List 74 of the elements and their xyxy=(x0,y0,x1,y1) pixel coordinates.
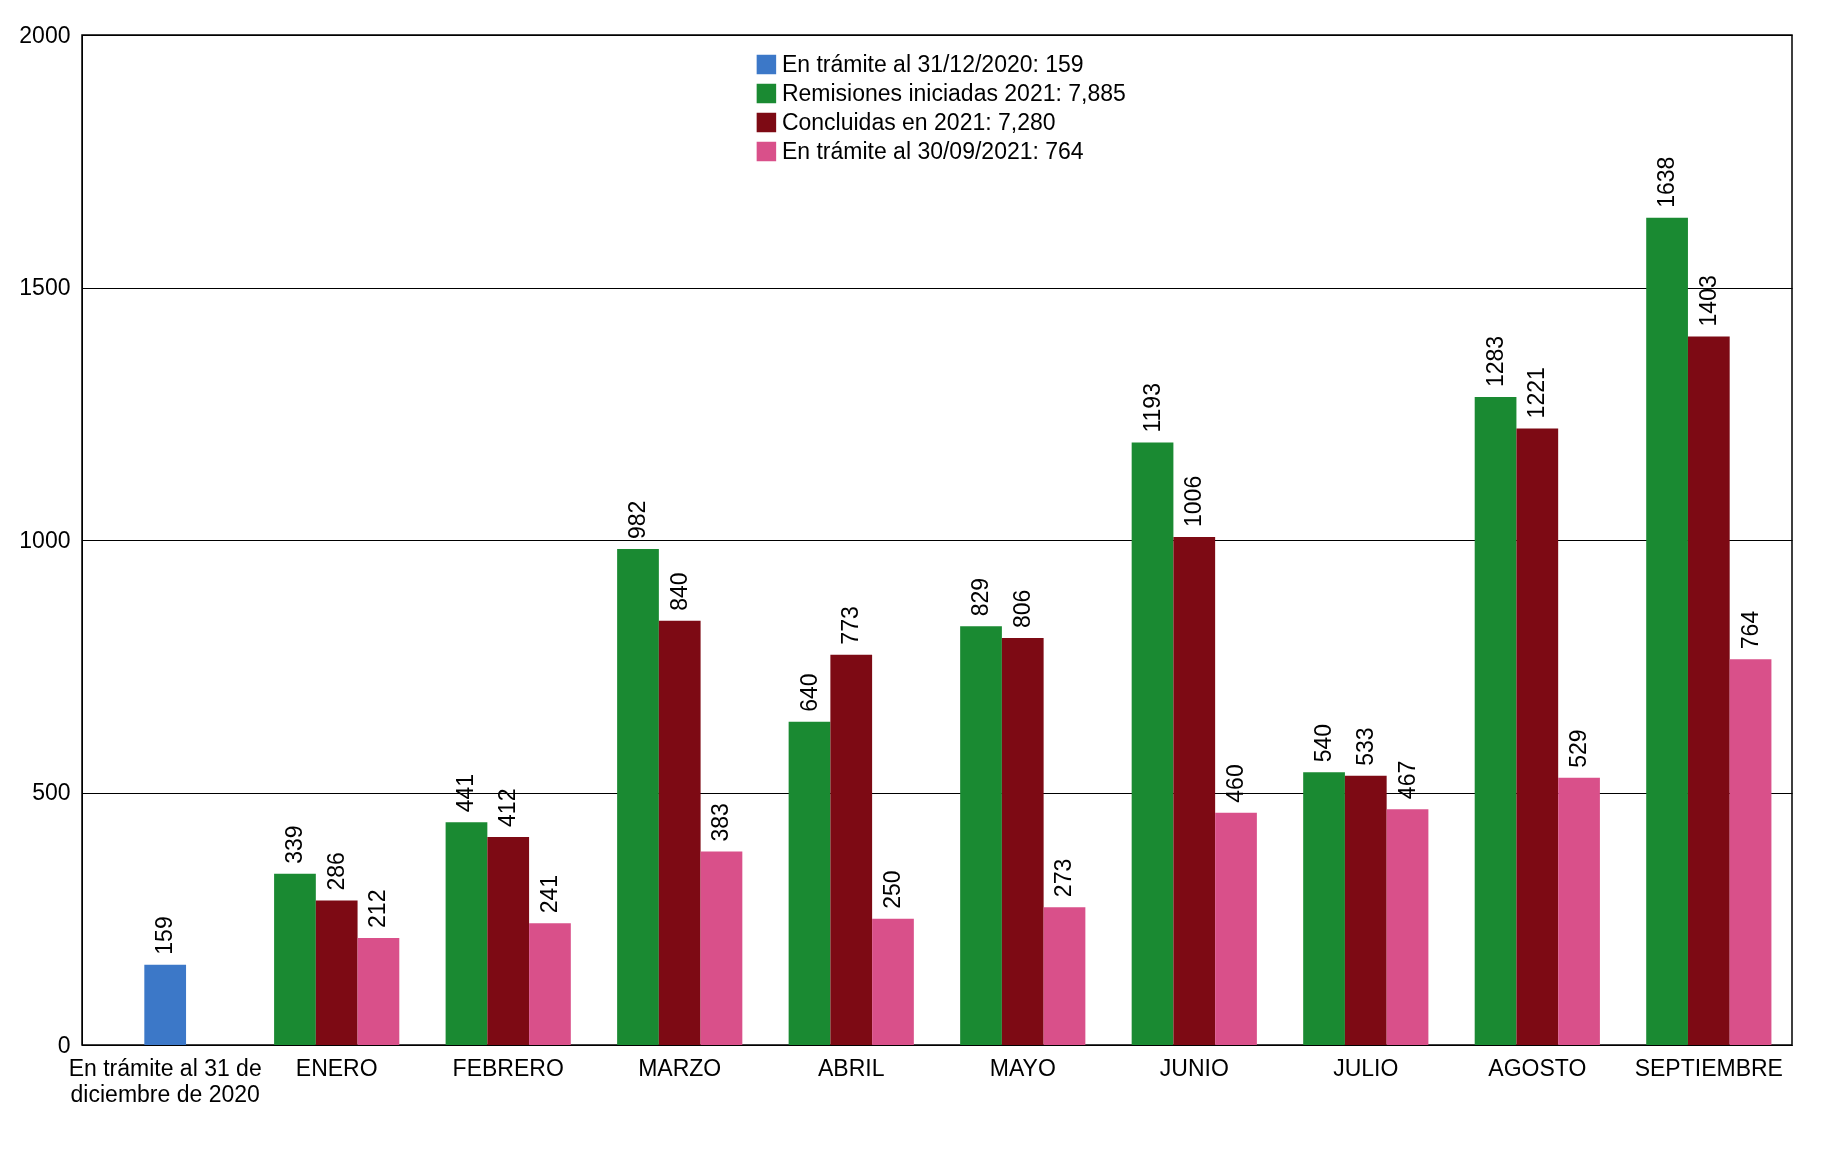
data-label: 529 xyxy=(1565,729,1592,768)
data-label: 764 xyxy=(1736,610,1763,650)
x-tick-label: ENERO xyxy=(295,1054,378,1081)
bar xyxy=(274,873,316,1045)
x-tick-label: AGOSTO xyxy=(1488,1054,1587,1081)
x-tick-label: SEPTIEMBRE xyxy=(1634,1054,1783,1081)
data-label: 241 xyxy=(535,874,562,914)
legend-label: Remisiones iniciadas 2021: 7,885 xyxy=(781,79,1126,106)
bar xyxy=(788,721,831,1045)
data-label: 286 xyxy=(322,852,349,891)
bar xyxy=(1386,809,1429,1045)
bar xyxy=(700,851,743,1045)
bar xyxy=(1303,772,1345,1045)
data-label: 1006 xyxy=(1180,475,1207,527)
bar xyxy=(529,923,571,1045)
data-label: 212 xyxy=(364,889,391,928)
data-label: 982 xyxy=(623,500,650,540)
bar xyxy=(1131,442,1174,1045)
y-tick-label: 0 xyxy=(57,1031,71,1058)
bar xyxy=(1646,217,1688,1045)
data-label: 773 xyxy=(837,606,864,645)
bar xyxy=(960,626,1002,1045)
bar xyxy=(1516,428,1559,1045)
data-label: 159 xyxy=(151,916,178,955)
legend-label: En trámite al 30/09/2021: 764 xyxy=(781,137,1084,164)
bar xyxy=(1474,397,1517,1045)
bar xyxy=(144,964,187,1045)
x-tick-label: ABRIL xyxy=(818,1054,885,1081)
bar xyxy=(1687,336,1730,1045)
y-tick-label: 1000 xyxy=(19,526,71,553)
bar xyxy=(1215,812,1257,1045)
bar xyxy=(1001,637,1044,1045)
bar xyxy=(445,822,488,1045)
bar xyxy=(357,937,400,1045)
x-tick-label: FEBRERO xyxy=(452,1054,564,1081)
x-tick-label: JUNIO xyxy=(1159,1054,1229,1081)
bar xyxy=(1043,907,1086,1045)
legend-label: Concluidas en 2021: 7,280 xyxy=(781,108,1056,135)
bar xyxy=(315,900,358,1045)
data-label: 829 xyxy=(967,577,994,617)
bar xyxy=(1173,536,1216,1045)
legend-label: En trámite al 31/12/2020: 159 xyxy=(781,50,1084,77)
data-label: 1221 xyxy=(1523,367,1550,419)
data-label: 412 xyxy=(494,788,521,827)
bar xyxy=(1729,659,1772,1045)
x-tick-label: MAYO xyxy=(989,1054,1056,1081)
data-label: 273 xyxy=(1050,858,1077,898)
x-tick-label: JULIO xyxy=(1333,1054,1399,1081)
y-tick-label: 500 xyxy=(32,779,71,805)
data-label: 1193 xyxy=(1138,383,1165,433)
bar xyxy=(1344,775,1387,1045)
x-tick-label: En trámite al 31 de diciembre de 2020 xyxy=(68,1054,262,1107)
y-tick-label: 1500 xyxy=(19,274,71,300)
bar xyxy=(1558,777,1600,1045)
data-label: 640 xyxy=(795,673,822,712)
data-label: 441 xyxy=(452,773,479,813)
data-label: 540 xyxy=(1310,723,1337,763)
data-label: 467 xyxy=(1393,760,1420,800)
data-label: 383 xyxy=(707,803,734,842)
data-label: 250 xyxy=(878,870,905,909)
bar xyxy=(617,549,659,1045)
data-label: 533 xyxy=(1351,727,1378,766)
bar xyxy=(830,654,873,1045)
data-label: 1403 xyxy=(1694,275,1721,327)
bar xyxy=(658,620,701,1045)
x-tick-label: MARZO xyxy=(638,1054,722,1081)
data-label: 339 xyxy=(280,825,307,864)
bar xyxy=(872,918,914,1045)
data-label: 1283 xyxy=(1481,335,1508,388)
y-tick-label: 2000 xyxy=(19,21,71,48)
data-label: 840 xyxy=(665,572,692,611)
data-label: 806 xyxy=(1008,589,1035,628)
data-label: 1638 xyxy=(1653,156,1680,208)
bar xyxy=(487,836,530,1045)
